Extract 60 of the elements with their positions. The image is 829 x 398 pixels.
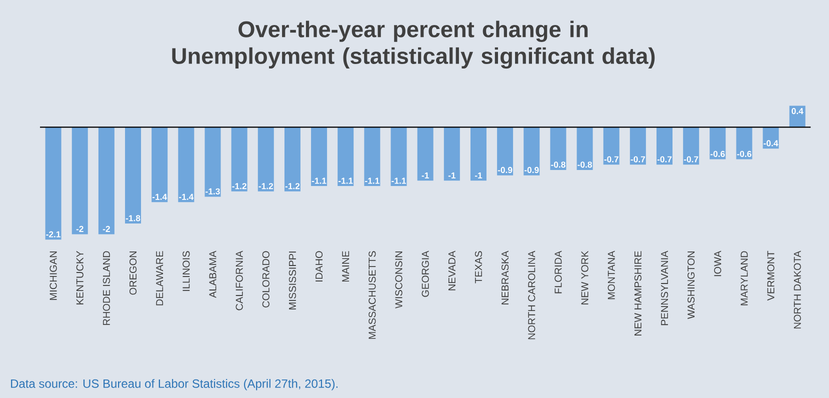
- data-label: -1.2: [232, 183, 246, 190]
- data-label: -1: [448, 172, 456, 178]
- data-label: -1.1: [392, 178, 406, 184]
- data-label: 0.4: [792, 108, 804, 114]
- x-tick-label: MARYLAND: [740, 251, 748, 306]
- x-tick-label: PENNSYLVANIA: [660, 250, 668, 326]
- data-label: -2.1: [46, 231, 61, 238]
- source-note: Data source: US Bureau of Labor Statistics (April 27th, 2015).: [11, 379, 338, 390]
- data-label: -0.9: [498, 166, 512, 174]
- x-tick-label: NEW YORK: [581, 250, 588, 304]
- data-label: -1.3: [206, 188, 220, 194]
- data-label: -0.7: [657, 156, 672, 162]
- data-label: -2: [102, 226, 110, 232]
- x-tick-label: NEBRASKA: [502, 250, 509, 304]
- x-tick-label: MISSISSIPPI: [288, 252, 296, 310]
- data-label: -0.6: [710, 150, 725, 158]
- data-label: -0.6: [737, 150, 752, 158]
- x-tick-label: TEXAS: [474, 251, 482, 284]
- data-label: -0.9: [524, 166, 539, 174]
- x-tick-label: COLORADO: [262, 251, 270, 308]
- data-label: -1.8: [126, 215, 140, 222]
- data-label: -1.2: [285, 183, 300, 190]
- data-label: -0.8: [578, 162, 592, 168]
- data-label: -2: [76, 226, 84, 232]
- x-tick-label: GEORGIA: [422, 250, 429, 297]
- x-tick-label: FLORIDA: [554, 250, 562, 294]
- x-tick-label: ALABAMA: [209, 250, 216, 298]
- data-label: -0.8: [551, 162, 566, 168]
- data-label: -1.4: [152, 194, 168, 200]
- x-tick-label: NORTH CAROLINA: [528, 250, 536, 340]
- x-tick-label: NEW HAMPSHIRE: [634, 251, 642, 336]
- chart-title: Over-the-year percent change in Unemployment (statistically significant data): [172, 20, 655, 69]
- x-tick-label: WASHINGTON: [688, 252, 695, 319]
- data-label: -0.7: [604, 156, 618, 162]
- x-tick-label: RHODE ISLAND: [102, 251, 110, 325]
- x-tick-label: MICHIGAN: [50, 252, 57, 300]
- data-label: -1.2: [258, 183, 274, 190]
- x-tick-label: MAINE: [342, 251, 350, 282]
- x-tick-label: IOWA: [714, 250, 722, 276]
- x-tick-label: NEVADA: [448, 250, 456, 290]
- data-label: -1.1: [365, 178, 380, 184]
- x-tick-label: KENTUCKY: [76, 250, 84, 304]
- data-label: -1.1: [312, 178, 326, 184]
- x-tick-label: ILLINOIS: [182, 251, 190, 291]
- x-tick-label: CALIFORNIA: [236, 250, 243, 310]
- data-label: -1.1: [338, 178, 353, 184]
- x-tick-label: MASSACHUSETTS: [368, 251, 376, 339]
- x-tick-label: VERMONT: [767, 250, 774, 301]
- data-label: -1: [422, 172, 429, 178]
- data-label: -0.4: [764, 140, 778, 146]
- x-tick-label: OREGON: [129, 252, 137, 295]
- data-label: -0.7: [684, 156, 698, 162]
- data-label: -1: [474, 172, 482, 178]
- data-label: -0.7: [630, 156, 646, 162]
- x-tick-label: WISCONSIN: [395, 252, 402, 308]
- x-tick-label: NORTH DAKOTA: [794, 250, 801, 328]
- x-tick-label: DELAWARE: [156, 251, 164, 306]
- x-tick-label: MONTANA: [608, 250, 615, 300]
- data-label: -1.4: [179, 194, 194, 200]
- x-tick-label: IDAHO: [316, 251, 323, 282]
